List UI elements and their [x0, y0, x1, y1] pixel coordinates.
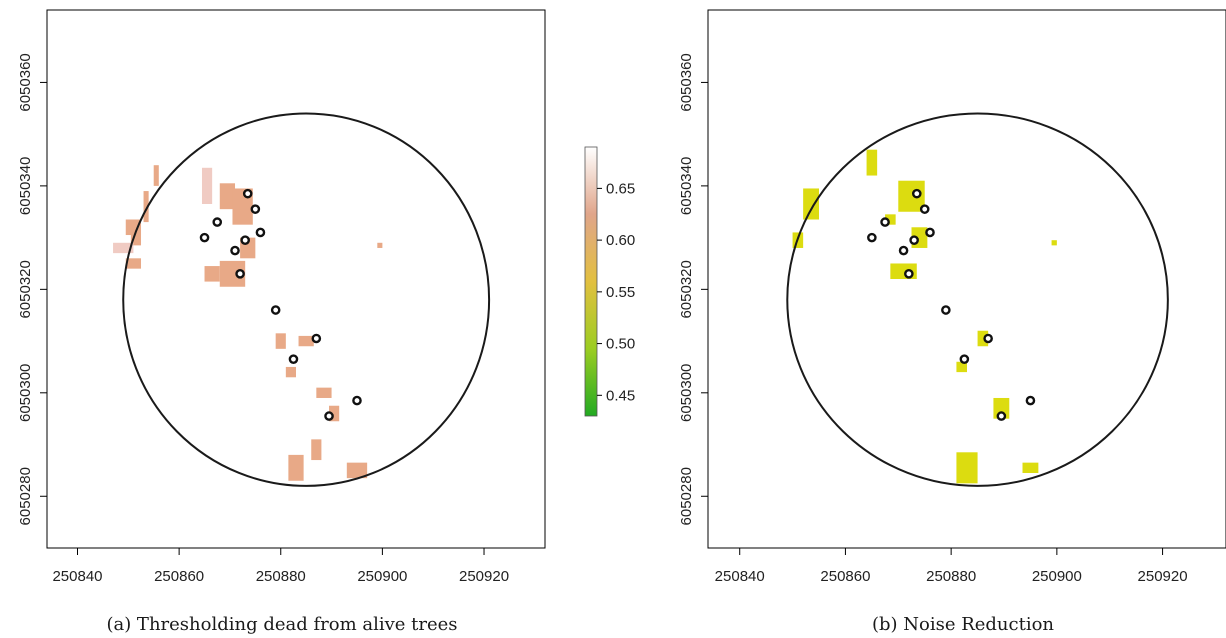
- raster-patch: [275, 333, 286, 349]
- tree-marker: [941, 305, 951, 315]
- y-tick-label: 6050280: [17, 467, 34, 525]
- raster-b: [792, 149, 1057, 484]
- y-tick-label: 6050320: [17, 260, 34, 318]
- panel-a-thresholding: 250840 250860 250880 250900 250920 6050280 605…: [17, 9, 546, 585]
- tree-marker: [288, 354, 299, 364]
- x-tick-label: 250900: [357, 568, 407, 585]
- raster-patch: [329, 405, 340, 422]
- tree-marker: [880, 217, 890, 227]
- x-tick-label: 250920: [1138, 568, 1188, 585]
- tree-marker: [959, 354, 970, 364]
- colorbar-tick-label: 0.55: [606, 284, 635, 301]
- raster-patch: [288, 454, 304, 481]
- x-tick-label: 250860: [154, 568, 204, 585]
- y-tick-label: 6050300: [678, 364, 695, 422]
- tree-marker: [240, 235, 250, 246]
- raster-patch: [204, 266, 220, 282]
- colorbar-tick-label: 0.65: [606, 180, 635, 197]
- plot-frame-a: [46, 9, 546, 549]
- caption-b: (b) Noise Reduction: [872, 614, 1054, 635]
- raster-patch: [285, 366, 296, 378]
- colorbar-tick-label: 0.50: [606, 336, 635, 353]
- tree-marker: [909, 235, 919, 246]
- x-tick-label: 250840: [715, 568, 765, 585]
- tree-markers-a: [199, 188, 362, 421]
- colorbar-gradient: [584, 146, 598, 417]
- x-tick-label: 250900: [1032, 568, 1082, 585]
- plot-frame-b: [707, 9, 1226, 549]
- tree-marker: [898, 245, 909, 256]
- raster-patch: [153, 165, 159, 186]
- y-tick-label: 6050280: [678, 467, 695, 525]
- raster-patch: [377, 242, 383, 248]
- raster-patch: [113, 242, 134, 254]
- x-tick-label: 250840: [52, 568, 102, 585]
- colorbar-tick-label: 0.60: [606, 232, 635, 249]
- x-tick-label: 250920: [459, 568, 509, 585]
- y-tick-label: 6050340: [678, 157, 695, 215]
- raster-patch: [346, 462, 368, 479]
- raster-patch: [885, 214, 896, 225]
- tree-marker: [352, 395, 362, 406]
- raster-patch: [1051, 240, 1057, 246]
- tree-marker: [996, 411, 1007, 421]
- tree-marker: [867, 232, 877, 243]
- tree-marker: [250, 204, 261, 214]
- plot-boundary-circle: [786, 112, 1169, 487]
- raster-patch: [125, 219, 142, 236]
- tree-marker: [919, 204, 930, 214]
- raster-patch: [311, 439, 322, 461]
- tree-marker: [1025, 395, 1036, 406]
- raster-patch: [125, 258, 142, 269]
- y-tick-label: 6050360: [17, 53, 34, 111]
- y-tick-label: 6050360: [678, 53, 695, 111]
- x-tick-label: 250880: [256, 568, 306, 585]
- raster-a: [113, 165, 383, 481]
- tree-markers-b: [867, 188, 1036, 421]
- raster-patch: [316, 387, 332, 398]
- caption-a: (a) Thresholding dead from alive trees: [106, 614, 457, 635]
- x-tick-label: 250880: [926, 568, 976, 585]
- raster-patch: [298, 335, 314, 347]
- plot-boundary-circle: [122, 112, 491, 487]
- raster-patch: [803, 188, 819, 220]
- colorbar-tick-label: 0.45: [606, 387, 635, 404]
- raster-patch: [1022, 462, 1039, 473]
- tree-marker: [242, 188, 253, 199]
- tree-marker: [925, 227, 935, 238]
- raster-patch: [219, 183, 236, 210]
- tree-marker: [911, 188, 922, 199]
- colorbar: 0.65 0.60 0.55 0.50 0.45: [584, 146, 635, 417]
- tree-marker: [212, 217, 223, 227]
- tree-marker: [983, 333, 993, 344]
- x-tick-label: 250860: [820, 568, 870, 585]
- raster-patch: [977, 330, 989, 347]
- raster-patch: [956, 361, 967, 373]
- tree-marker: [199, 232, 210, 243]
- tree-marker: [235, 269, 245, 279]
- tree-marker: [230, 245, 240, 256]
- raster-patch: [201, 167, 213, 204]
- tree-marker: [324, 411, 334, 421]
- y-tick-label: 6050320: [678, 260, 695, 318]
- raster-patch: [143, 191, 149, 223]
- y-tick-label: 6050300: [17, 364, 34, 422]
- tree-marker: [270, 305, 281, 315]
- raster-patch: [866, 149, 878, 176]
- panel-b-noise-reduction: 250840 250860 250880 250900 250920 6050280 605…: [678, 9, 1226, 585]
- raster-patch: [956, 452, 978, 484]
- tree-marker: [904, 269, 914, 279]
- tree-marker: [255, 227, 266, 238]
- tree-marker: [311, 333, 322, 344]
- y-tick-label: 6050340: [17, 157, 34, 215]
